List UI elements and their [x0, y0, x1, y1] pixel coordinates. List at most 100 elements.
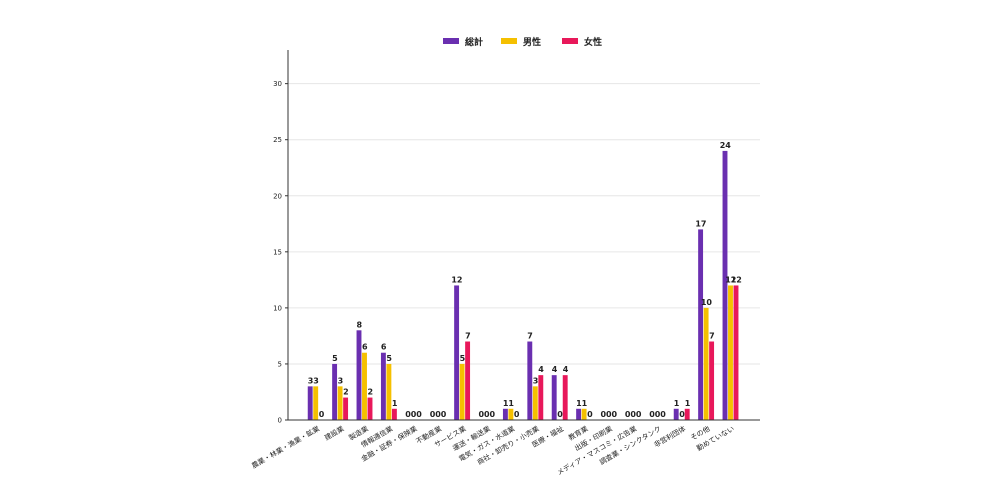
bar [709, 341, 715, 420]
data-label: 2 [343, 388, 349, 397]
data-label: 6 [362, 343, 368, 352]
bar [722, 150, 728, 420]
data-label: 4 [552, 365, 558, 374]
data-label: 7 [709, 332, 715, 341]
bar [380, 352, 386, 420]
legend-swatch [501, 38, 517, 44]
bar [343, 397, 349, 420]
data-label: 0 [630, 410, 636, 419]
bar [562, 375, 568, 420]
data-label: 3 [313, 376, 319, 385]
legend-swatch [562, 38, 578, 44]
data-label: 0 [484, 410, 490, 419]
data-label: 0 [606, 410, 612, 419]
data-label: 0 [660, 410, 666, 419]
data-label: 5 [460, 354, 466, 363]
y-tick-label: 30 [273, 80, 282, 88]
y-tick-label: 25 [273, 136, 282, 144]
data-label: 17 [695, 219, 706, 228]
data-label: 0 [557, 410, 563, 419]
bar [313, 386, 319, 420]
category-label: 建設業 [323, 424, 346, 442]
data-label: 0 [441, 410, 447, 419]
legend-label: 総計 [465, 36, 483, 48]
bar [465, 341, 471, 420]
data-label: 0 [514, 410, 520, 419]
data-label: 0 [405, 410, 411, 419]
legend-label: 女性 [584, 36, 602, 48]
category-label: 農業・林業・漁業・鉱業 [250, 424, 321, 470]
bar [698, 229, 704, 420]
bar [527, 341, 533, 420]
data-label: 4 [538, 365, 544, 374]
data-label: 0 [435, 410, 441, 419]
bar [454, 285, 460, 420]
bar [576, 408, 582, 420]
data-label: 24 [720, 141, 732, 150]
data-label: 0 [416, 410, 422, 419]
bar [502, 408, 508, 420]
data-label: 7 [465, 332, 471, 341]
bar [728, 285, 733, 420]
data-label: 2 [368, 388, 374, 397]
data-label: 0 [612, 410, 618, 419]
data-label: 1 [582, 399, 588, 408]
data-label: 0 [479, 410, 485, 419]
data-label: 0 [636, 410, 642, 419]
y-tick-label: 10 [273, 304, 282, 312]
data-label: 0 [411, 410, 417, 419]
data-label: 1 [674, 399, 680, 408]
data-label: 6 [381, 343, 387, 352]
y-tick-label: 0 [278, 417, 282, 425]
data-label: 0 [655, 410, 661, 419]
legend: 総計 男性 女性 [443, 36, 602, 48]
data-label: 1 [685, 399, 691, 408]
data-label: 0 [679, 410, 685, 419]
category-labels: 農業・林業・漁業・鉱業 建設業 製造業情報通信業金融・証券・保険業不動産業サービス業… [250, 424, 736, 477]
data-label: 1 [503, 399, 509, 408]
bar [684, 408, 690, 420]
data-label: 8 [357, 320, 363, 329]
bar [673, 408, 679, 420]
bar [391, 408, 397, 420]
y-tick-label: 20 [273, 192, 282, 200]
y-tick-label: 15 [273, 248, 282, 256]
bar [703, 307, 709, 420]
data-label: 0 [625, 410, 631, 419]
data-label: 12 [725, 275, 736, 284]
bar [733, 285, 739, 420]
bar [551, 375, 557, 420]
bar [581, 408, 587, 420]
bar [508, 408, 514, 420]
legend-swatch [443, 38, 459, 44]
data-label: 12 [731, 275, 742, 284]
y-tick-label: 5 [278, 360, 282, 368]
data-label: 4 [563, 365, 569, 374]
y-axis-ticks: 0 5 10 15 20 25 30 [273, 80, 288, 425]
data-label: 3 [308, 376, 314, 385]
data-label: 3 [338, 376, 344, 385]
bar [332, 363, 338, 420]
bar [532, 386, 538, 420]
data-label: 7 [527, 332, 533, 341]
bar [337, 386, 343, 420]
data-label: 0 [490, 410, 496, 419]
bar [538, 375, 544, 420]
bar [356, 330, 362, 420]
data-label: 0 [649, 410, 655, 419]
data-label: 10 [701, 298, 713, 307]
data-label: 1 [576, 399, 582, 408]
data-label: 5 [332, 354, 338, 363]
bar [362, 352, 367, 420]
bars [307, 150, 739, 420]
data-label: 5 [386, 354, 392, 363]
data-label: 12 [451, 275, 462, 284]
bar [367, 397, 373, 420]
data-label: 0 [587, 410, 593, 419]
legend-label: 男性 [523, 36, 541, 48]
grid-lines [288, 83, 760, 365]
bar [307, 386, 313, 420]
data-label: 3 [533, 376, 539, 385]
data-label: 1 [508, 399, 514, 408]
